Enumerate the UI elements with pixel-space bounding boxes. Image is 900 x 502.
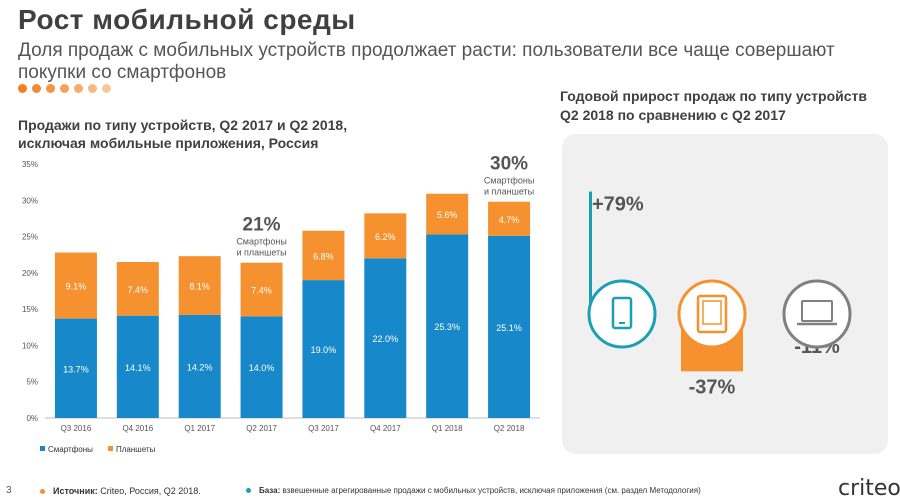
data-label: 7.4% bbox=[128, 285, 149, 295]
footer-source: Источник: Criteo, Россия, Q2 2018. bbox=[40, 486, 201, 496]
bar-tablets bbox=[54, 252, 97, 319]
annotation-line: и планшеты bbox=[484, 187, 534, 197]
page-subtitle: Доля продаж с мобильных устройств продол… bbox=[18, 40, 835, 83]
source-text: Criteo, Россия, Q2 2018. bbox=[100, 486, 201, 496]
source-label: Источник: bbox=[53, 486, 98, 496]
base-text: взвешенные агрегированные продажи с моби… bbox=[282, 486, 701, 495]
bullet-icon bbox=[40, 489, 45, 495]
data-label: 8.1% bbox=[189, 282, 210, 292]
data-label: 14.0% bbox=[249, 363, 275, 373]
bar-tablets bbox=[240, 262, 283, 317]
decorative-dot bbox=[88, 84, 97, 93]
decorative-dot bbox=[60, 84, 69, 93]
bar-tablets bbox=[488, 201, 531, 236]
growth-label: +79% bbox=[592, 194, 644, 216]
base-label: База: bbox=[259, 486, 281, 495]
bar-tablets bbox=[302, 230, 345, 281]
tablet-icon bbox=[696, 294, 728, 334]
chart-title: Продажи по типу устройств, Q2 2017 и Q2 … bbox=[18, 117, 348, 151]
annotation-line: Смартфоны bbox=[484, 176, 534, 186]
decorative-dot bbox=[74, 84, 83, 93]
page-title: Рост мобильной среды bbox=[18, 4, 356, 35]
bar-smartphones bbox=[116, 315, 159, 418]
bar-tablets bbox=[364, 213, 407, 259]
device-circle bbox=[587, 279, 657, 349]
annotation-line: Смартфоны bbox=[236, 237, 286, 247]
annotation-line: и планшеты bbox=[236, 248, 286, 258]
laptop-icon bbox=[801, 300, 833, 322]
bar-smartphones bbox=[364, 258, 407, 418]
bar-tablets bbox=[178, 256, 221, 315]
footer-base: База: взвешенные агрегированные продажи … bbox=[246, 486, 701, 495]
bar-tablets bbox=[426, 193, 469, 235]
smartphone-icon bbox=[611, 296, 633, 330]
bullet-icon bbox=[246, 488, 251, 494]
bar-smartphones bbox=[240, 316, 283, 418]
data-label: 5.6% bbox=[437, 210, 458, 220]
legend-label: Планшеты bbox=[116, 445, 156, 454]
x-tick-label: Q3 2017 bbox=[308, 424, 339, 433]
data-label: 7.4% bbox=[251, 286, 272, 296]
data-label: 6.2% bbox=[375, 232, 396, 242]
bar-smartphones bbox=[54, 318, 97, 418]
device-circle bbox=[677, 279, 747, 349]
y-tick-label: 20% bbox=[22, 269, 38, 278]
y-tick-label: 0% bbox=[26, 414, 38, 423]
x-tick-label: Q1 2018 bbox=[432, 424, 463, 433]
bar-chart: 0% 5% 10% 15% 20% 25% 30% 35% 13.7% 9.1% Q3 2016 14… bbox=[22, 154, 540, 454]
data-label: 14.2% bbox=[187, 362, 213, 372]
data-label: 25.3% bbox=[434, 322, 460, 332]
growth-chart: +79%-37%-11% bbox=[587, 191, 852, 398]
bar-smartphones bbox=[302, 280, 345, 418]
data-label: 19.0% bbox=[311, 345, 337, 355]
criteo-logo: criteo bbox=[838, 476, 900, 501]
data-label: 9.1% bbox=[66, 282, 87, 292]
growth-title-line2: Q2 2018 по сравнению с Q2 2017 bbox=[560, 107, 786, 123]
data-label: 13.7% bbox=[63, 364, 89, 374]
page-number: 3 bbox=[6, 485, 12, 496]
y-tick-label: 25% bbox=[22, 233, 38, 242]
decorative-dots bbox=[18, 84, 111, 93]
growth-title-line1: Годовой прирост продаж по типу устройств bbox=[560, 88, 867, 104]
data-label: 25.1% bbox=[496, 323, 522, 333]
data-label: 22.0% bbox=[373, 334, 399, 344]
growth-title: Годовой прирост продаж по типу устройств… bbox=[560, 87, 867, 125]
y-tick-label: 5% bbox=[26, 378, 38, 387]
y-tick-label: 10% bbox=[22, 341, 38, 350]
decorative-dot bbox=[18, 84, 27, 93]
x-tick-label: Q1 2017 bbox=[184, 424, 215, 433]
decorative-dot bbox=[32, 84, 41, 93]
bar-tablets bbox=[116, 261, 159, 316]
x-tick-label: Q4 2017 bbox=[370, 424, 401, 433]
x-tick-label: Q2 2017 bbox=[246, 424, 277, 433]
growth-bar bbox=[589, 191, 592, 314]
growth-label: -37% bbox=[689, 376, 736, 398]
bar-smartphones bbox=[488, 235, 531, 418]
data-label: 6.8% bbox=[313, 251, 334, 261]
legend-swatch bbox=[108, 446, 113, 451]
x-tick-label: Q2 2018 bbox=[494, 424, 525, 433]
legend-label: Смартфоны bbox=[48, 445, 93, 454]
data-label: 14.1% bbox=[125, 363, 151, 373]
device-circle bbox=[782, 279, 852, 349]
annotation-total: 21% bbox=[243, 215, 281, 236]
y-tick-label: 15% bbox=[22, 305, 38, 314]
data-label: 4.7% bbox=[499, 215, 520, 225]
bar-smartphones bbox=[426, 234, 469, 418]
decorative-dot bbox=[46, 84, 55, 93]
decorative-dot bbox=[102, 84, 111, 93]
tablet-icon-screen bbox=[702, 300, 722, 325]
y-tick-label: 35% bbox=[22, 160, 38, 169]
bar-smartphones bbox=[178, 314, 221, 418]
legend-swatch bbox=[40, 446, 45, 451]
y-tick-label: 30% bbox=[22, 196, 38, 205]
annotation-total: 30% bbox=[490, 154, 528, 175]
x-tick-label: Q3 2016 bbox=[61, 424, 92, 433]
x-tick-label: Q4 2016 bbox=[122, 424, 153, 433]
